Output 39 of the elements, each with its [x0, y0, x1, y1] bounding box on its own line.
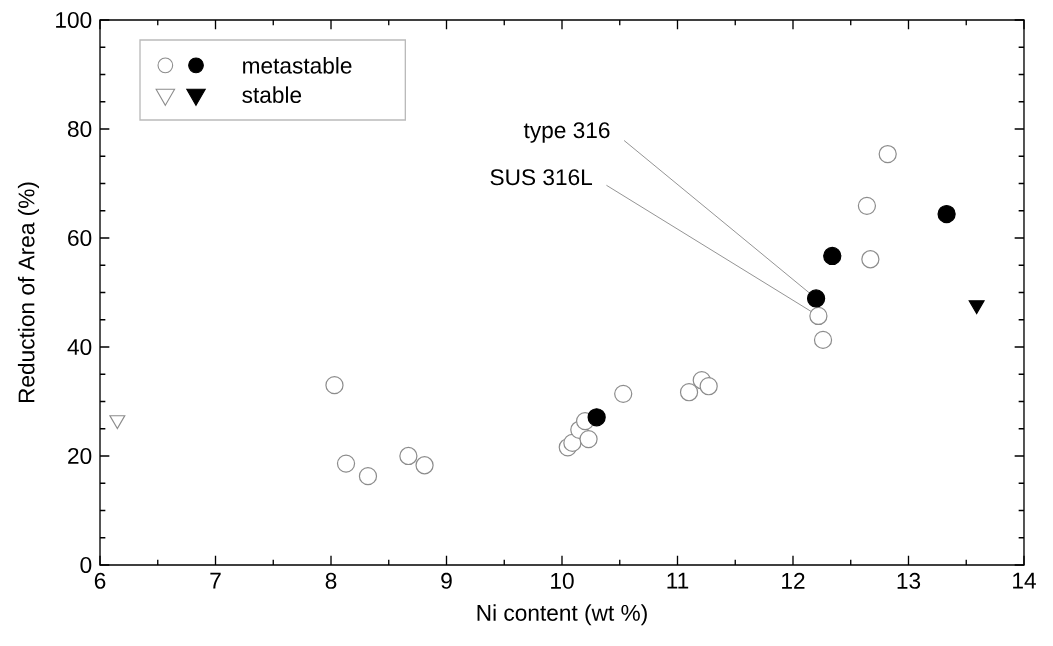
x-tick-label: 12: [782, 572, 805, 589]
point: [857, 196, 877, 215]
point: [699, 377, 718, 396]
point: [399, 446, 418, 466]
point: [878, 144, 897, 164]
annotation: SUS 316L: [490, 169, 593, 186]
legend-label: stable: [242, 86, 302, 103]
point: [587, 408, 606, 427]
x-tick-label: 6: [94, 572, 106, 589]
y-tick-label: 100: [56, 11, 92, 29]
point: [861, 250, 880, 269]
legend-label: metastable: [243, 57, 352, 74]
x-tick-label: 8: [325, 572, 337, 589]
y-tick-label: 0: [80, 556, 92, 574]
y-tick-label: 20: [68, 447, 92, 465]
point: [325, 376, 344, 395]
point: [614, 384, 633, 403]
x-tick-label: 9: [441, 572, 452, 589]
point: [823, 246, 842, 266]
x-tick-label: 10: [551, 572, 574, 589]
y-tick-label: 40: [67, 338, 92, 356]
x-tick-label: 11: [667, 572, 689, 589]
y-tick-label: 80: [67, 120, 92, 138]
point: [809, 306, 828, 326]
x-tick-label: 7: [210, 572, 221, 589]
point: [813, 330, 833, 350]
x-axis-title: Ni content (wt %): [477, 604, 647, 626]
y-axis-title: Reduction of Area (%): [17, 182, 39, 403]
y-tick-label: 60: [68, 229, 92, 247]
point: [579, 429, 598, 449]
point: [415, 456, 434, 475]
annotation: type 316: [523, 122, 610, 143]
point: [336, 454, 356, 473]
point: [358, 467, 378, 486]
point: [806, 289, 826, 308]
point: [679, 383, 699, 402]
x-tick-label: 13: [897, 572, 921, 589]
point: [937, 204, 956, 224]
x-tick-label: 14: [1013, 572, 1036, 589]
